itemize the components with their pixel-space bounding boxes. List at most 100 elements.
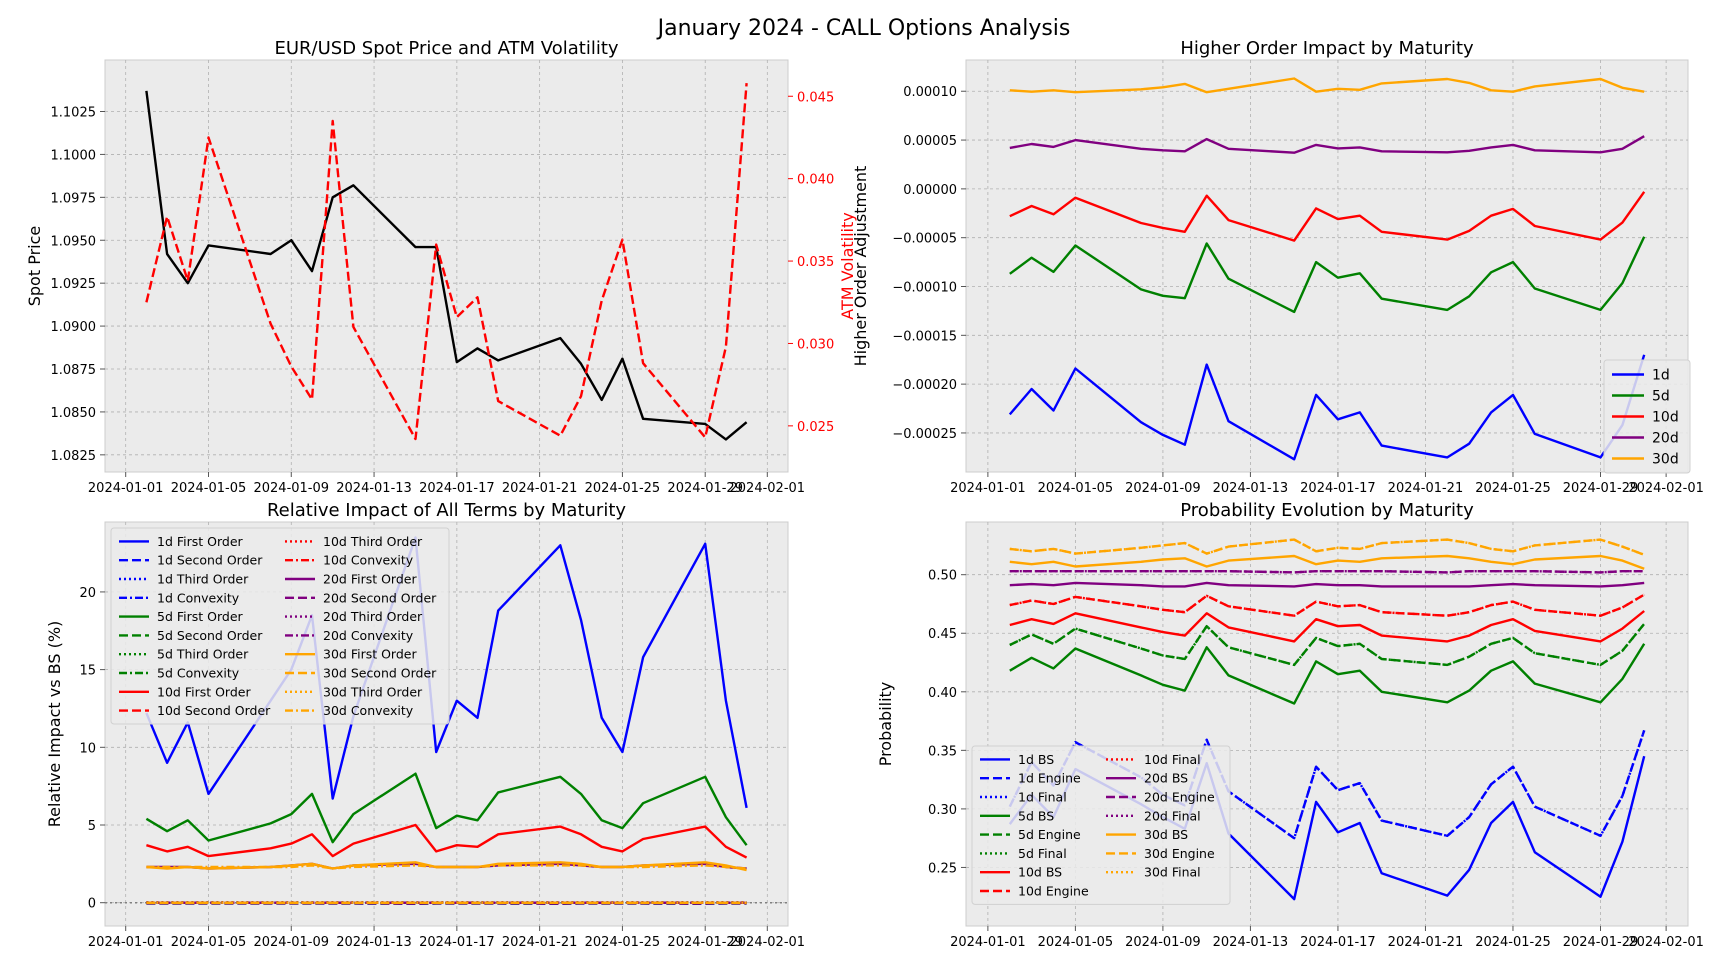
panel-1-y-tick-label: 1.0975: [51, 191, 97, 206]
panel-1-y-tick-label: 1.0825: [51, 449, 97, 464]
panel-2-legend: 1d 5d 10d 20d 30d: [1603, 359, 1691, 474]
panel-3-x-tick-label: 2024-01-21: [502, 935, 578, 950]
panel-1-x-tick-label: 2024-01-13: [336, 481, 412, 496]
panel-1-y2-tick-label: 0.035: [797, 255, 834, 270]
panel-3-x-tick-label: 2024-01-09: [253, 935, 329, 950]
panel-4-x-tick-label: 2024-01-09: [1125, 935, 1201, 950]
panel-2-x-tick-label: 2024-01-17: [1300, 481, 1376, 496]
panel-3-legend-label-1d-convexity: 1d Convexity: [157, 590, 240, 605]
panel-4-legend-label-30d-final: 30d Final: [1144, 865, 1201, 880]
panel-3-x-tick-label: 2024-01-25: [585, 935, 661, 950]
panel-2-legend-label-20d: 20d: [1652, 431, 1679, 447]
panel-4-y-tick-label: 0.40: [928, 686, 957, 701]
panel-1-y-tick-label: 1.1025: [51, 106, 97, 121]
panel-3-legend-label-1d-third-order: 1d Third Order: [157, 572, 249, 587]
panel-1-y2-tick-label: 0.045: [797, 90, 834, 105]
panel-4-y-tick-label: 0.35: [928, 744, 957, 759]
panel-3-legend-label-30d-third-order: 30d Third Order: [323, 684, 423, 699]
panel-4-x-tick-label: 2024-01-13: [1213, 935, 1289, 950]
panel-3-series-30d-convexity: [146, 864, 747, 870]
panel-4-legend-label-20d-final: 20d Final: [1144, 808, 1201, 823]
panel-3-legend-label-20d-first-order: 20d First Order: [323, 572, 417, 587]
panel-4-series-10d-bs: [1009, 610, 1645, 643]
panel-1-y2-tick-label: 0.040: [797, 173, 834, 188]
panel-1-x-tick-label: 2024-01-09: [253, 481, 329, 496]
panel-1-y2-tick-label: 0.030: [797, 337, 834, 352]
panel-3-series-10d-first-order: [146, 823, 748, 859]
panel-1: 2024-01-01 2024-01-05 2024-01-09 2024-01-13…: [25, 38, 857, 496]
panel-1-x-tick-label: 2024-01-29: [667, 481, 743, 496]
panel-1-y-axis-label: Spot Price: [25, 226, 44, 307]
panel-1-series-vol: [145, 83, 748, 441]
panel-2-x-tick-label: 2024-01-25: [1475, 481, 1551, 496]
panel-1-y-tick-label: 1.0875: [51, 363, 97, 378]
panel-3-legend-label-20d-convexity: 20d Convexity: [323, 628, 414, 643]
panel-2-legend-label-5d: 5d: [1652, 389, 1670, 405]
panel-4-series-30d-bs: [1009, 554, 1645, 570]
panel-3-legend-label-30d-first-order: 30d First Order: [323, 647, 417, 662]
panel-2-title: Higher Order Impact by Maturity: [1180, 38, 1474, 59]
panel-2-x-tick-label: 2024-01-21: [1388, 481, 1464, 496]
panel-1-y-tick-label: 1.0925: [51, 277, 97, 292]
panel-3-y-tick-label: 5: [88, 819, 96, 834]
panel-2-x-tick-label: 2024-02-01: [1628, 481, 1704, 496]
panel-2-y-tick-label: 0.00010: [903, 85, 957, 100]
panel-4-legend-label-10d-bs: 10d BS: [1018, 865, 1062, 880]
panel-2-y-tick-label: 0.00000: [903, 183, 957, 198]
panel-3-x-tick-label: 2024-01-29: [667, 935, 743, 950]
panel-4-x-tick-label: 2024-01-29: [1563, 935, 1639, 950]
panel-4-x-tick-label: 2024-02-01: [1628, 935, 1704, 950]
panel-2-legend-frame: [1603, 359, 1691, 474]
panel-4-series-20d-engine: [1009, 570, 1645, 574]
panel-1-y2-axis-label: ATM Volatility: [838, 212, 857, 319]
panel-3-legend-label-1d-first-order: 1d First Order: [157, 534, 244, 549]
panel-2-y-axis-label: Higher Order Adjustment: [851, 166, 870, 367]
panel-2-y-tick-label: −0.00025: [892, 427, 957, 442]
panel-1-x-tick-label: 2024-02-01: [730, 481, 806, 496]
panel-2-series-5d: [1009, 236, 1646, 314]
panel-4: 2024-01-01 2024-01-05 2024-01-09 2024-01-13…: [876, 500, 1704, 950]
panel-1-x-tick-label: 2024-01-21: [502, 481, 578, 496]
panel-2-plot-area: [965, 59, 1689, 473]
panel-3-legend-label-20d-second-order: 20d Second Order: [323, 590, 437, 605]
panel-1-y-tick-label: 1.0900: [51, 320, 97, 335]
panel-4-x-tick-label: 2024-01-21: [1388, 935, 1464, 950]
panel-3-y-axis-label: Relative Impact vs BS (%): [45, 621, 64, 828]
panel-3-legend-label-5d-third-order: 5d Third Order: [157, 647, 249, 662]
panel-3-y-tick-label: 10: [79, 741, 96, 756]
panel-2-y-tick-label: −0.00005: [892, 232, 957, 247]
panel-2-series-30d: [1009, 77, 1645, 94]
panel-4-series-20d-bs: [1009, 581, 1645, 588]
panel-3: 2024-01-01 2024-01-05 2024-01-09 2024-01-13…: [45, 500, 805, 950]
panel-2-x-tick-label: 2024-01-01: [950, 481, 1026, 496]
panel-4-legend-label-5d-engine: 5d Engine: [1018, 827, 1081, 842]
panel-1-title: EUR/USD Spot Price and ATM Volatility: [274, 38, 618, 59]
panel-1-y2-tick-label: 0.025: [797, 420, 834, 435]
panel-2-x-tick-label: 2024-01-09: [1125, 481, 1201, 496]
panel-4-series-10d-engine: [1009, 593, 1645, 617]
panel-3-y-tick-label: 15: [79, 664, 96, 679]
panel-2-legend-label-1d: 1d: [1652, 368, 1670, 384]
panel-3-legend-label-5d-convexity: 5d Convexity: [157, 666, 240, 681]
panel-3-legend-frame: [110, 527, 450, 725]
panel-3-y-tick-label: 20: [79, 586, 96, 601]
panel-4-legend-label-1d-final: 1d Final: [1018, 790, 1067, 805]
panel-3-legend: 1d First Order 1d Second Order 1d Third Or…: [110, 527, 450, 725]
panel-1-plot-area: [104, 59, 789, 473]
panel-1-series-spot: [145, 90, 748, 441]
panel-2-series-20d: [1009, 135, 1645, 154]
panel-4-legend-label-10d-final: 10d Final: [1144, 752, 1201, 767]
panel-3-legend-label-5d-first-order: 5d First Order: [157, 609, 244, 624]
panel-1-x-tick-label: 2024-01-17: [419, 481, 495, 496]
panel-2-x-tick-label: 2024-01-05: [1038, 481, 1114, 496]
panel-3-x-tick-label: 2024-01-05: [171, 935, 247, 950]
panel-4-y-tick-label: 0.25: [928, 861, 957, 876]
panel-2-y-tick-label: −0.00015: [892, 329, 957, 344]
panel-4-title: Probability Evolution by Maturity: [1180, 500, 1474, 521]
panel-4-legend: 1d BS 1d Engine 1d Final 5d BS 5d Engine 5d F…: [971, 745, 1231, 905]
panel-4-y-tick-label: 0.30: [928, 803, 957, 818]
panel-1-x-tick-label: 2024-01-05: [171, 481, 247, 496]
panel-4-legend-label-1d-engine: 1d Engine: [1018, 771, 1081, 786]
panel-2-y-tick-label: −0.00010: [892, 281, 957, 296]
